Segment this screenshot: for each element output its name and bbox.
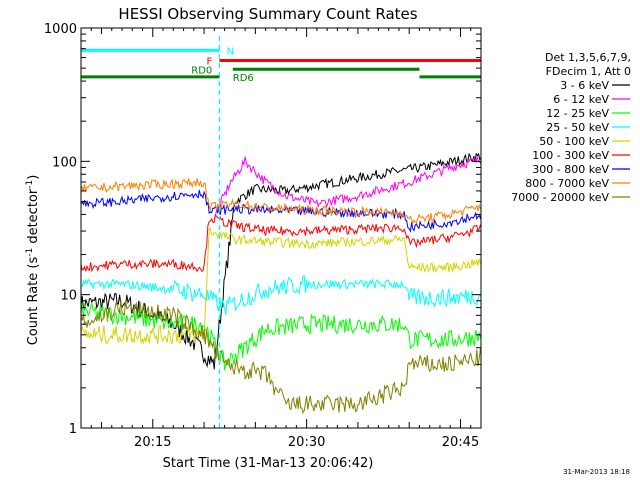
state-label-n: N [227,46,234,57]
chart-title: HESSI Observing Summary Count Rates [118,5,417,23]
axes-layer: 1 10 100 1000 20:15 20:30 20:45 [44,22,482,450]
y-tick-label-2: 100 [52,155,77,170]
legend-label-6: 300 - 800 keV [532,163,609,176]
y-axis-label-end: ) [26,175,41,180]
x-tick-label-0: 20:15 [134,435,171,450]
series-line-2 [81,301,481,371]
legend: Det 1,3,5,6,7,9, FDecim 1, Att 0 3 - 6 k… [511,51,631,204]
legend-header-2: FDecim 1, Att 0 [546,65,631,78]
series-line-5 [81,214,481,273]
series-line-6 [81,189,481,234]
state-label-rd6: RD6 [233,73,254,84]
x-tick-label-2: 20:45 [442,435,479,450]
legend-label-8: 7000 - 20000 keV [511,191,609,204]
legend-label-1: 6 - 12 keV [553,93,609,106]
x-axis-label: Start Time (31-Mar-13 20:06:42) [163,456,374,471]
series-line-8 [81,300,481,415]
plot-frame [80,27,482,429]
y-axis-label-sup1: -1 [25,248,35,257]
state-label-rd0: RD0 [191,65,212,76]
y-tick-label-3: 1000 [44,22,77,37]
state-label-f: F [207,57,213,68]
legend-label-7: 800 - 7000 keV [525,177,609,190]
timestamp: 31-Mar-2013 18:18 [563,468,630,476]
y-tick-label-1: 10 [60,289,77,304]
plot-area [81,36,481,428]
y-axis-label-main: Count Rate (s [26,257,41,346]
series-line-1 [213,156,481,220]
series-line-4 [81,227,481,345]
legend-label-4: 50 - 100 keV [539,135,609,148]
y-axis-label-mid: detector [26,188,41,248]
series-line-7 [81,178,481,225]
state-bars-layer: NFSRD0RD6 [191,46,254,84]
legend-label-0: 3 - 6 keV [560,79,609,92]
series-line-3 [81,274,481,315]
series-layer [81,36,481,428]
legend-label-2: 12 - 25 keV [546,107,609,120]
x-tick-label-1: 20:30 [288,435,325,450]
y-tick-label-0: 1 [69,422,77,437]
legend-label-5: 100 - 300 keV [532,149,609,162]
y-axis-label-sup2: -1 [25,180,35,189]
y-axis-label: Count Rate (s-1 detector-1) [25,175,41,346]
legend-header-1: Det 1,3,5,6,7,9, [545,51,631,64]
series-line-0 [81,152,481,370]
legend-label-3: 25 - 50 keV [546,121,609,134]
